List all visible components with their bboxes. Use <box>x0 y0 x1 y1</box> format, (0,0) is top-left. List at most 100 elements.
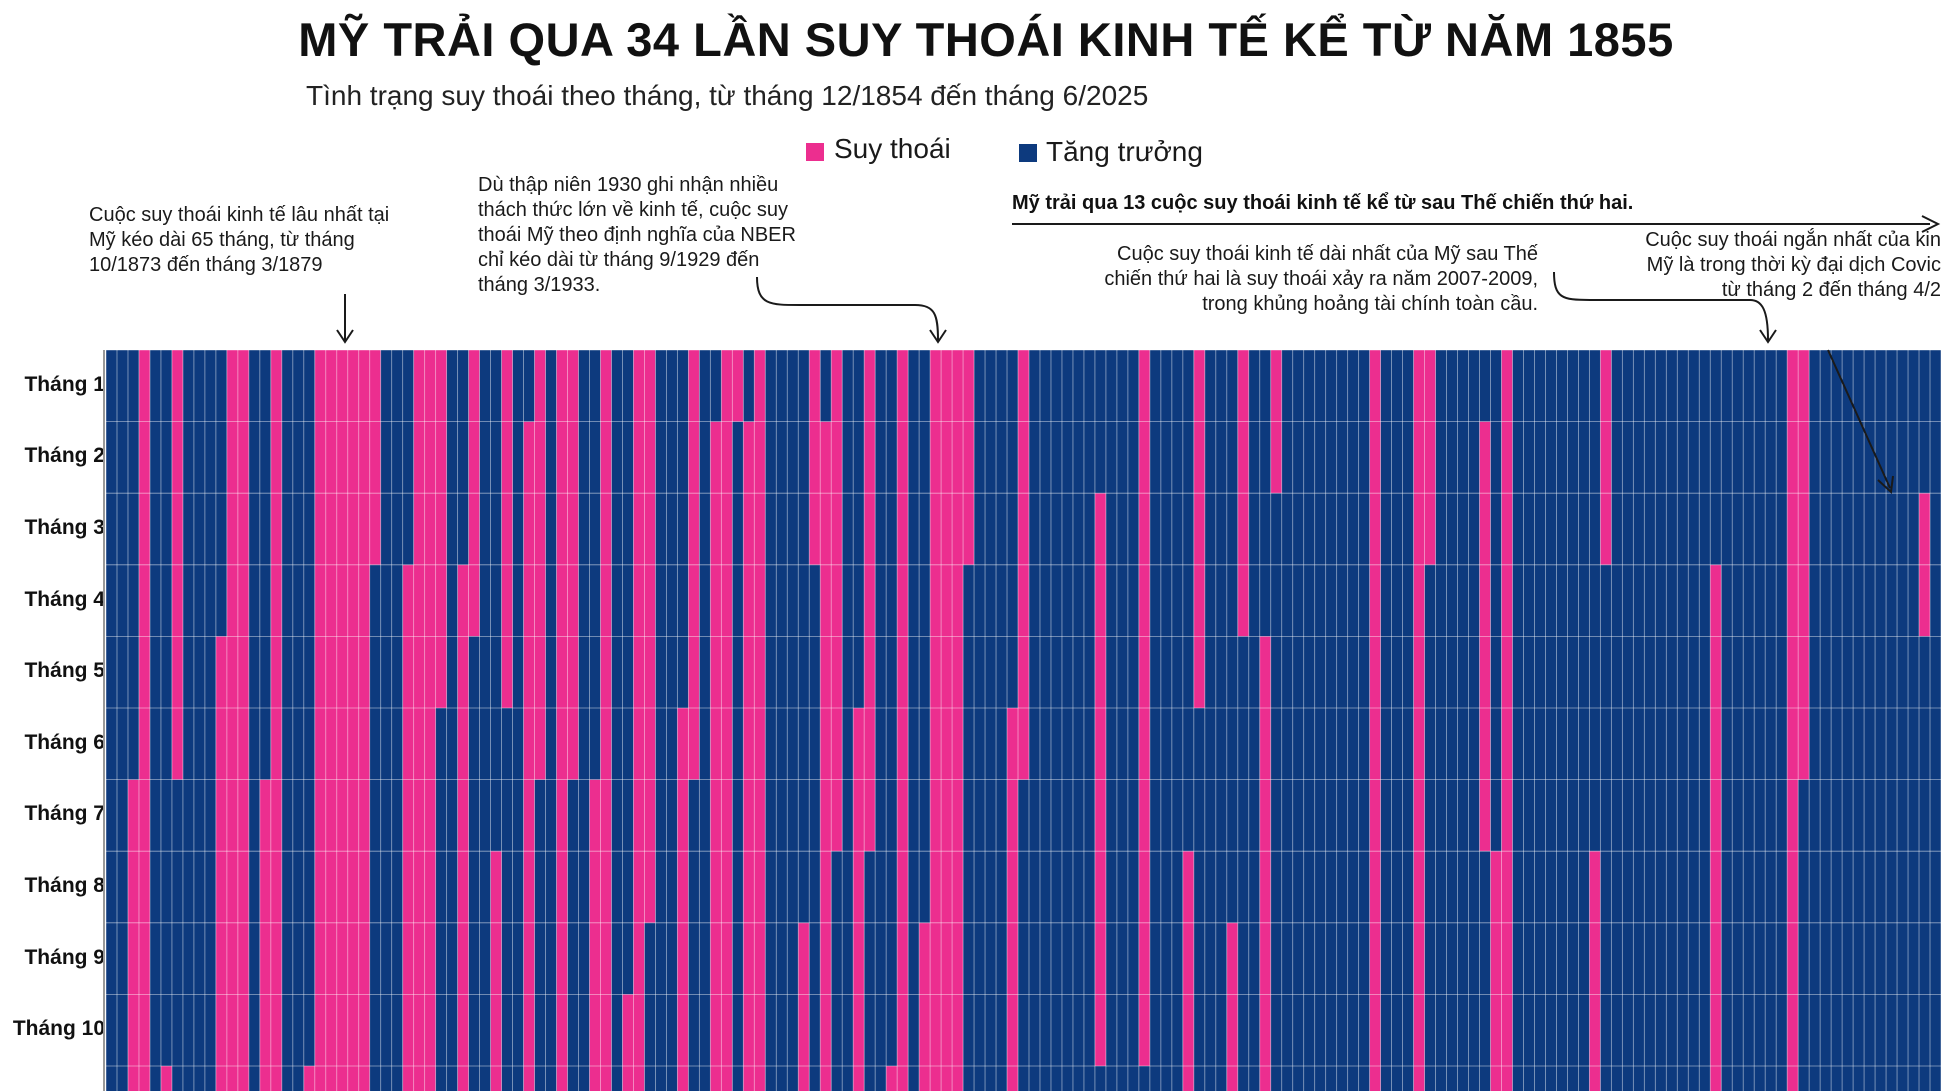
heatmap-cell <box>1358 350 1370 422</box>
heatmap-cell <box>1842 350 1854 422</box>
heatmap-cell <box>391 851 403 924</box>
heatmap-cell <box>1567 922 1579 995</box>
heatmap-cell <box>963 994 975 1067</box>
heatmap-cell <box>215 851 228 924</box>
heatmap-cell <box>1358 421 1370 494</box>
heatmap-cell <box>776 1066 788 1091</box>
heatmap-cell <box>490 1066 502 1091</box>
heatmap-cell <box>303 421 316 494</box>
heatmap-cell <box>1930 350 1941 422</box>
heatmap-cell <box>1281 421 1294 494</box>
heatmap-cell <box>1490 922 1502 995</box>
heatmap-cell <box>182 493 195 566</box>
heatmap-cell <box>1325 779 1337 852</box>
heatmap-cell <box>1303 1066 1315 1091</box>
heatmap-cell <box>1666 350 1678 422</box>
heatmap-cell <box>1490 708 1502 780</box>
heatmap-cell <box>754 851 766 924</box>
heatmap-cell <box>776 421 788 494</box>
heatmap-cell <box>1050 350 1063 422</box>
heatmap-cell <box>1270 922 1283 995</box>
heatmap-cell <box>193 636 206 709</box>
heatmap-cell <box>369 922 381 995</box>
heatmap-cell <box>1490 851 1502 924</box>
heatmap-cell <box>1358 851 1370 924</box>
heatmap-cell <box>1600 708 1612 780</box>
heatmap-cell <box>1798 493 1810 566</box>
annotation-great-recession: Cuộc suy thoái kinh tế dài nhất của Mỹ s… <box>1104 242 1538 317</box>
heatmap-cell <box>1018 421 1030 494</box>
heatmap-cell <box>182 708 195 780</box>
heatmap-cell <box>919 994 931 1067</box>
heatmap-cell <box>1248 421 1261 494</box>
heatmap-cell <box>1666 922 1678 995</box>
heatmap-cell <box>468 564 480 637</box>
heatmap-cell <box>798 994 810 1067</box>
heatmap-cell <box>1864 636 1876 709</box>
heatmap-cell <box>248 994 261 1067</box>
heatmap-cell <box>204 636 217 709</box>
heatmap-cell <box>941 564 953 637</box>
heatmap-cell <box>1897 493 1909 566</box>
heatmap-cell <box>1908 708 1920 780</box>
heatmap-cell <box>809 922 821 995</box>
heatmap-cell <box>138 564 151 637</box>
heatmap-cell <box>754 1066 766 1091</box>
heatmap-cell <box>347 994 360 1067</box>
heatmap-cell <box>996 1066 1008 1091</box>
heatmap-cell <box>116 1066 129 1091</box>
heatmap-cell <box>1039 421 1052 494</box>
heatmap-cell <box>688 1066 700 1091</box>
heatmap-cell <box>1534 564 1546 637</box>
heatmap-cell <box>1270 564 1283 637</box>
heatmap-cell <box>1347 636 1359 709</box>
heatmap-cell <box>1908 564 1920 637</box>
heatmap-cell <box>1325 564 1337 637</box>
heatmap-cell <box>1446 493 1458 566</box>
heatmap-cell <box>1018 636 1030 709</box>
heatmap-cell <box>1072 994 1085 1067</box>
heatmap-cell <box>1325 708 1337 780</box>
heatmap-cell <box>710 493 722 566</box>
heatmap-cell <box>270 564 283 637</box>
heatmap-cell <box>501 493 513 566</box>
heatmap-cell <box>578 708 590 780</box>
heatmap-cell <box>347 564 360 637</box>
heatmap-cell <box>952 350 964 422</box>
heatmap-cell <box>1028 994 1041 1067</box>
heatmap-cell <box>1633 564 1645 637</box>
heatmap-cell <box>1028 851 1041 924</box>
heatmap-cell <box>600 350 612 422</box>
heatmap-cell <box>633 493 645 566</box>
heatmap-cell <box>1831 350 1843 422</box>
heatmap-cell <box>171 350 184 422</box>
annotation-covid: Cuộc suy thoái ngắn nhất của kin Mỹ là t… <box>1620 228 1941 303</box>
heatmap-cell <box>1732 1066 1744 1091</box>
heatmap-cell <box>1380 493 1392 566</box>
heatmap-cell <box>193 421 206 494</box>
heatmap-cell <box>1116 922 1129 995</box>
heatmap-cell <box>270 922 283 995</box>
heatmap-cell <box>171 851 184 924</box>
heatmap-cell <box>1677 1066 1689 1091</box>
heatmap-cell <box>1281 779 1294 852</box>
heatmap-cell <box>1039 493 1052 566</box>
heatmap-cell <box>1007 564 1019 637</box>
heatmap-cell <box>1270 779 1283 852</box>
heatmap-cell <box>1589 350 1601 422</box>
heatmap-cell <box>1501 851 1513 924</box>
heatmap-cell <box>1435 421 1447 494</box>
heatmap-cell <box>259 779 272 852</box>
heatmap-cell <box>1578 350 1590 422</box>
heatmap-cell <box>1622 636 1634 709</box>
heatmap-cell <box>875 994 887 1067</box>
heatmap-cell <box>1930 994 1941 1067</box>
heatmap-cell <box>1018 851 1030 924</box>
heatmap-cell <box>1237 994 1250 1067</box>
heatmap-cell <box>1028 779 1041 852</box>
heatmap-cell <box>1446 851 1458 924</box>
heatmap-cell <box>776 493 788 566</box>
heatmap-cell <box>149 636 162 709</box>
heatmap-cell <box>237 421 250 494</box>
heatmap-cell <box>1853 922 1865 995</box>
